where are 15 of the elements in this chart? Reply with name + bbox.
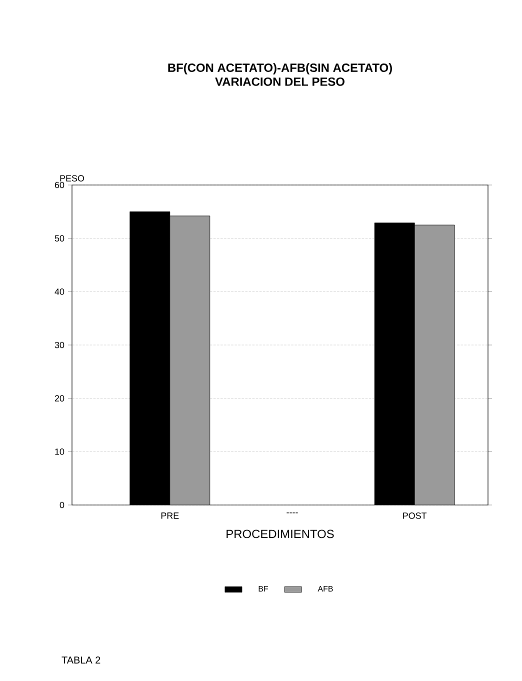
y-tick-label: 10 — [55, 448, 64, 455]
y-tick-label: 50 — [54, 235, 64, 242]
x-tick-label: PRE — [161, 512, 179, 519]
y-tick-label: 30 — [54, 342, 64, 348]
y-tick-label: 0 — [60, 502, 64, 508]
y-tick-label: 40 — [54, 288, 64, 295]
y-tick-label: 20 — [54, 395, 64, 402]
chart-title: BF(CON ACETATO)-AFB(SIN ACETATO) — [168, 63, 392, 74]
y-axis-title: PESO — [60, 175, 84, 182]
x-tick-label: ---- — [286, 512, 298, 514]
x-axis-title: PROCEDIMIENTOS — [226, 530, 334, 538]
chart-subtitle: VARIACION DEL PESO — [215, 77, 344, 86]
text: TABLA 2 — [62, 656, 100, 664]
y-tick-label: 60 — [54, 182, 64, 188]
x-tick-label: POST — [403, 512, 427, 519]
